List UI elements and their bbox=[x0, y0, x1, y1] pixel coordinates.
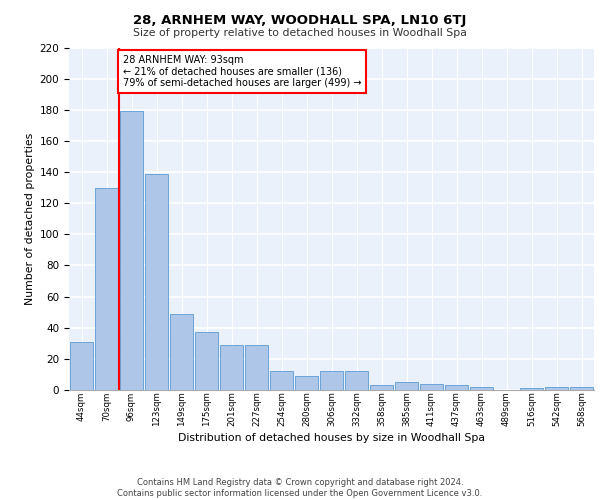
Bar bbox=[445, 386, 468, 390]
Bar bbox=[145, 174, 168, 390]
Bar bbox=[270, 372, 293, 390]
Bar bbox=[70, 342, 93, 390]
Text: Contains HM Land Registry data © Crown copyright and database right 2024.
Contai: Contains HM Land Registry data © Crown c… bbox=[118, 478, 482, 498]
Text: 28, ARNHEM WAY, WOODHALL SPA, LN10 6TJ: 28, ARNHEM WAY, WOODHALL SPA, LN10 6TJ bbox=[133, 14, 467, 27]
Bar bbox=[295, 376, 318, 390]
Bar bbox=[95, 188, 118, 390]
Bar bbox=[195, 332, 218, 390]
X-axis label: Distribution of detached houses by size in Woodhall Spa: Distribution of detached houses by size … bbox=[178, 433, 485, 443]
Bar bbox=[520, 388, 543, 390]
Bar bbox=[570, 387, 593, 390]
Bar bbox=[345, 372, 368, 390]
Bar bbox=[470, 387, 493, 390]
Bar bbox=[545, 387, 568, 390]
Bar bbox=[395, 382, 418, 390]
Bar bbox=[120, 112, 143, 390]
Bar bbox=[170, 314, 193, 390]
Y-axis label: Number of detached properties: Number of detached properties bbox=[25, 132, 35, 305]
Bar bbox=[420, 384, 443, 390]
Text: Size of property relative to detached houses in Woodhall Spa: Size of property relative to detached ho… bbox=[133, 28, 467, 38]
Bar bbox=[220, 345, 243, 390]
Text: 28 ARNHEM WAY: 93sqm
← 21% of detached houses are smaller (136)
79% of semi-deta: 28 ARNHEM WAY: 93sqm ← 21% of detached h… bbox=[123, 56, 361, 88]
Bar bbox=[370, 386, 393, 390]
Bar bbox=[245, 345, 268, 390]
Bar bbox=[320, 372, 343, 390]
